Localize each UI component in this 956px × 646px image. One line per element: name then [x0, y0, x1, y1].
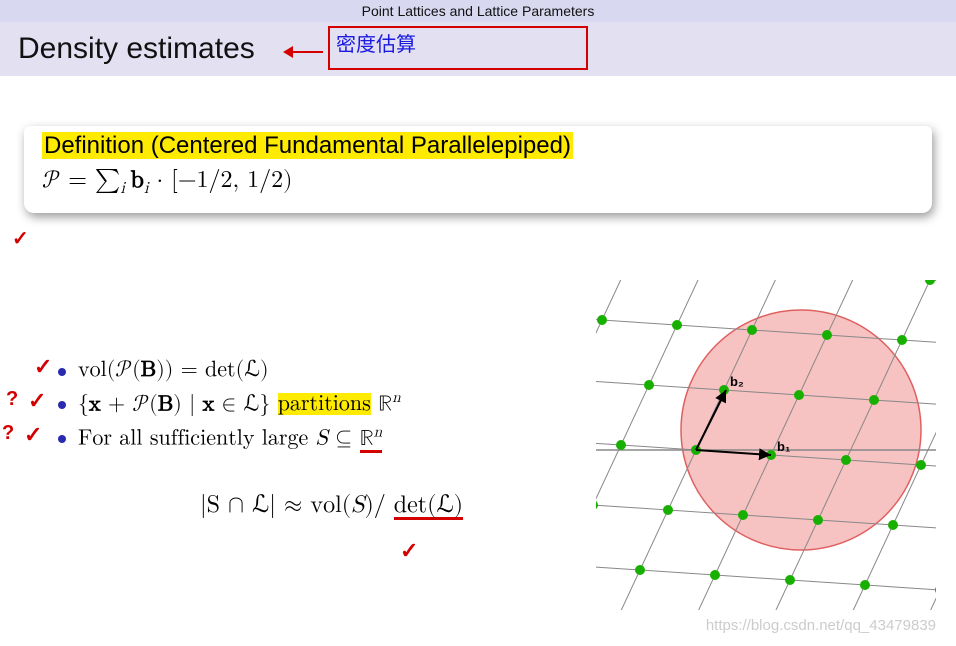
- tick-b1: ✓: [34, 354, 52, 380]
- equation: |S ∩ ℒ| ≈ vol(S)/ det(ℒ): [200, 490, 463, 520]
- tick-b2: ✓: [28, 388, 46, 414]
- lattice-diagram: b₁ b₂: [596, 280, 936, 610]
- bullet-3: For all sufficiently large S ⊆ ℝn: [50, 423, 570, 451]
- arrow-1: [283, 46, 323, 58]
- annotation-1: 密度估算: [336, 28, 416, 57]
- svg-text:b₂: b₂: [730, 374, 744, 389]
- svg-text:b₁: b₁: [777, 439, 790, 454]
- q-b3: ?: [2, 422, 14, 445]
- bullet-1: vol(𝒫(B)) = det(ℒ): [50, 356, 570, 383]
- tick-b3: ✓: [24, 422, 42, 448]
- definition-formula: 𝒫 = ∑i bi · [−1/2, 1/2): [42, 166, 922, 199]
- bullet-list: vol(𝒫(B)) = det(ℒ) {x + 𝒫(B) | x ∈ ℒ} pa…: [50, 350, 570, 458]
- definition-title: Definition (Centered Fundamental Paralle…: [42, 132, 573, 159]
- bullet-2: {x + 𝒫(B) | x ∈ ℒ} partitions ℝn: [50, 389, 570, 417]
- page-title: Density estimates: [18, 32, 255, 65]
- tick-equation: ✓: [400, 538, 418, 564]
- tick-definition: ✓: [12, 226, 29, 251]
- watermark: https://blog.csdn.net/qq_43479839: [706, 617, 936, 634]
- breadcrumb: Point Lattices and Lattice Parameters: [0, 0, 956, 22]
- q-b2: ?: [6, 388, 18, 411]
- definition-block: Definition (Centered Fundamental Paralle…: [24, 126, 932, 213]
